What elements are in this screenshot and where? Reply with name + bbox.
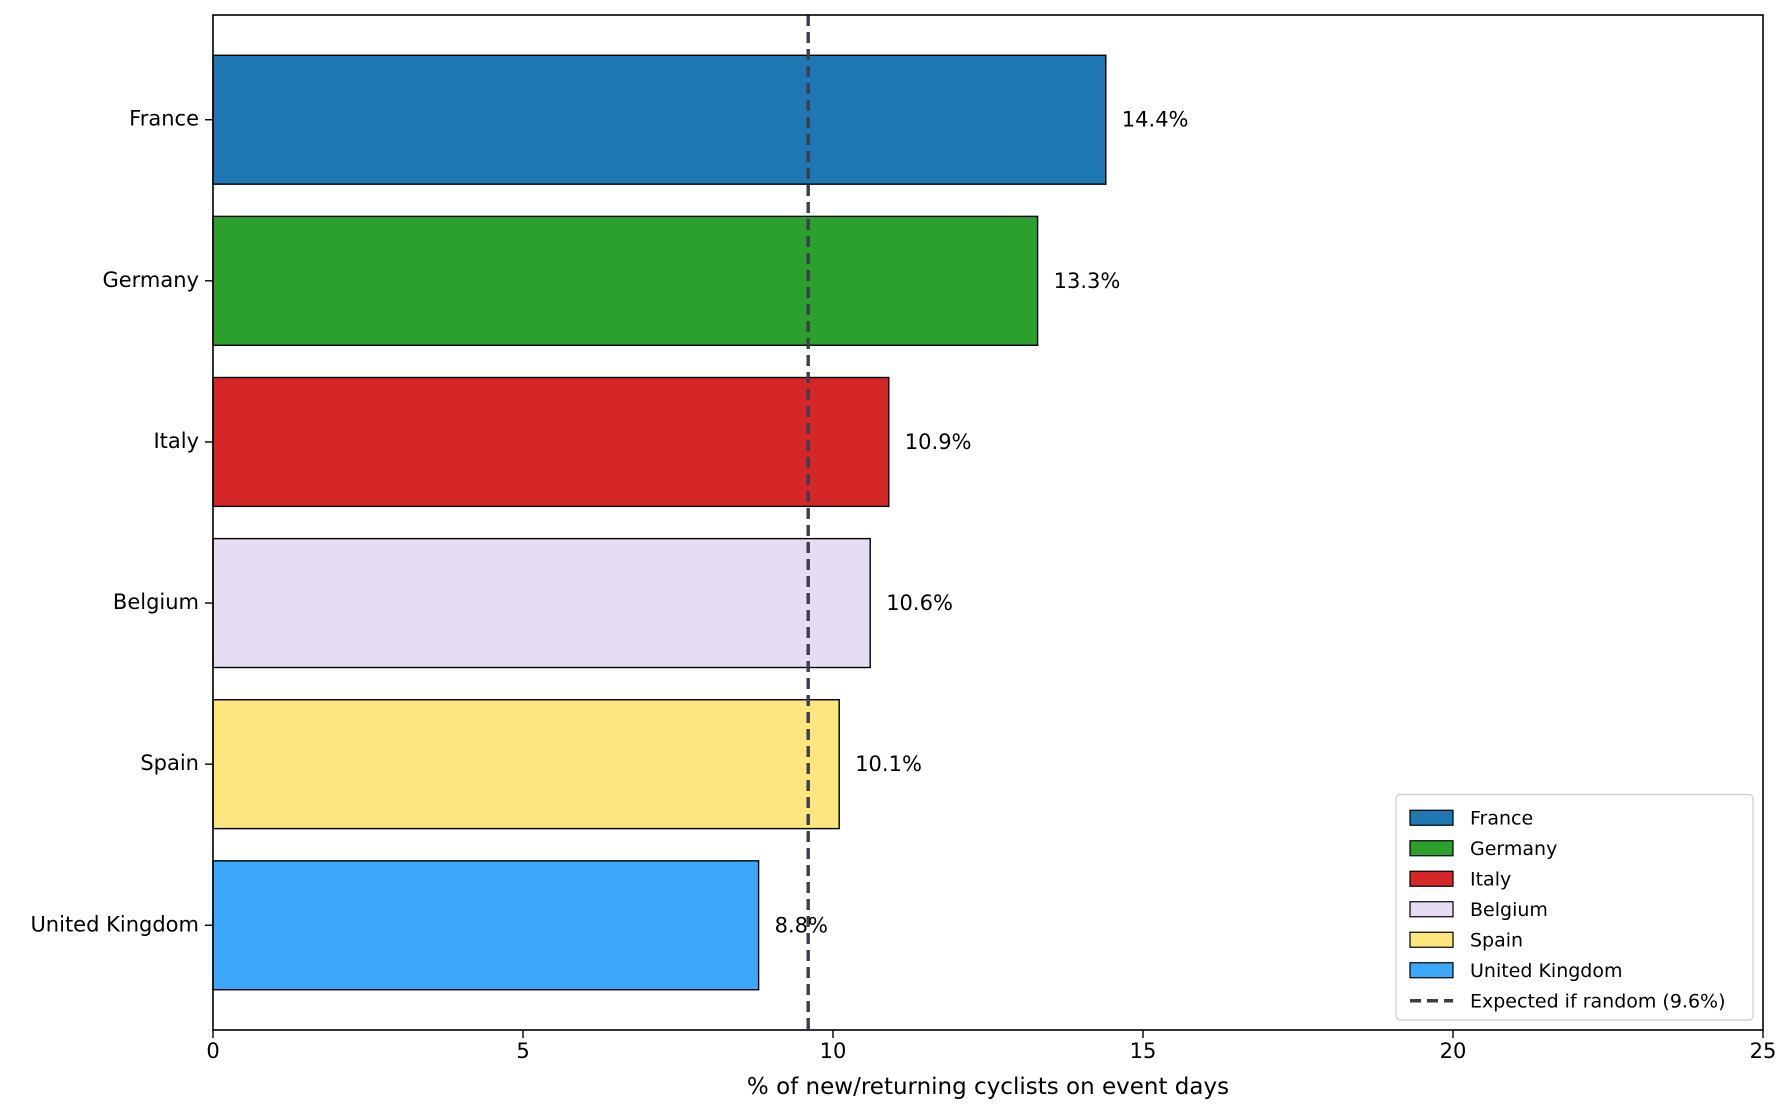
y-tick-label-united-kingdom: United Kingdom	[30, 912, 199, 936]
x-tick-label-25: 25	[1750, 1039, 1777, 1063]
data-label-germany: 13.3%	[1054, 269, 1121, 293]
bar-france	[212, 54, 1107, 185]
x-tick-label-5: 5	[516, 1039, 529, 1063]
x-axis-title: % of new/returning cyclists on event day…	[747, 1074, 1229, 1100]
x-tick-label-10: 10	[820, 1039, 847, 1063]
legend-swatch-spain	[1409, 931, 1454, 948]
x-tick-label-20: 20	[1440, 1039, 1467, 1063]
legend-label-france: France	[1470, 807, 1533, 829]
bar-germany	[212, 215, 1039, 346]
legend-swatch-germany	[1409, 840, 1454, 857]
bar-italy	[212, 376, 890, 508]
data-label-italy: 10.9%	[905, 430, 972, 454]
bars-layer	[212, 54, 1107, 991]
x-axis: 0 5 10 15 20 25	[206, 1030, 1776, 1063]
legend-label-expected-if-random-9-6: Expected if random (9.6%)	[1470, 990, 1726, 1012]
bar-spain	[212, 699, 840, 830]
data-labels-layer: 14.4% 13.3% 10.9% 10.6% 10.1% 8.8%	[775, 108, 1189, 938]
legend-box	[1395, 793, 1754, 1021]
legend-swatch-belgium	[1409, 901, 1454, 918]
data-label-france: 14.4%	[1122, 108, 1189, 132]
y-tick-label-italy: Italy	[153, 429, 199, 453]
legend-label-united-kingdom: United Kingdom	[1470, 960, 1623, 982]
legend: France Germany Italy Belgium Spain United Kin…	[1395, 793, 1754, 1021]
bar-united-kingdom	[212, 860, 760, 991]
y-tick-label-france: France	[129, 107, 199, 131]
legend-swatch-united-kingdom	[1409, 962, 1454, 979]
data-label-spain: 10.1%	[855, 752, 922, 776]
bar-belgium	[212, 537, 871, 669]
legend-swatch-france	[1409, 809, 1454, 826]
y-axis: France Germany Italy Belgium Spain United Kin…	[30, 107, 213, 936]
legend-label-germany: Germany	[1470, 838, 1557, 860]
data-label-belgium: 10.6%	[886, 591, 953, 615]
data-label-united-kingdom: 8.8%	[775, 913, 828, 937]
legend-label-spain: Spain	[1470, 929, 1523, 951]
legend-label-italy: Italy	[1470, 868, 1511, 890]
legend-label-belgium: Belgium	[1470, 899, 1548, 921]
x-tick-label-0: 0	[206, 1039, 219, 1063]
plot-area-frame	[212, 14, 1764, 1031]
legend-swatch-italy	[1409, 870, 1454, 887]
y-tick-label-germany: Germany	[102, 268, 199, 292]
y-tick-label-belgium: Belgium	[113, 590, 199, 614]
y-tick-label-spain: Spain	[140, 751, 199, 775]
x-tick-label-15: 15	[1130, 1039, 1157, 1063]
